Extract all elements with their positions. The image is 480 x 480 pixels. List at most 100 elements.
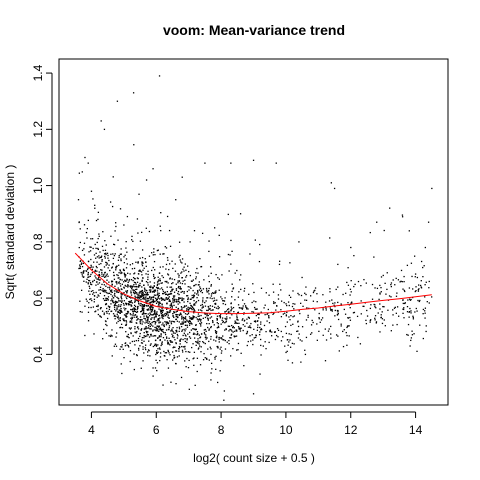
data-point [156, 311, 158, 313]
data-point [128, 301, 130, 303]
data-point [142, 360, 144, 362]
data-point [86, 278, 88, 280]
data-point [139, 322, 142, 325]
data-point [105, 299, 107, 301]
data-point [146, 321, 148, 324]
data-point [285, 303, 287, 305]
data-point [252, 339, 254, 341]
data-point [111, 266, 114, 268]
data-point [189, 298, 192, 300]
data-point [129, 328, 132, 330]
data-point [422, 313, 424, 315]
data-point [348, 335, 350, 337]
data-point [97, 278, 99, 280]
data-point [183, 292, 185, 294]
data-point [132, 335, 134, 337]
data-point [116, 308, 118, 311]
data-point [105, 252, 107, 254]
data-point [424, 310, 426, 312]
data-point [141, 295, 144, 297]
data-point [236, 322, 238, 325]
data-point [136, 316, 138, 318]
data-point [178, 330, 180, 333]
y-axis: 0.40.60.81.01.21.4 [31, 64, 53, 363]
data-point [145, 265, 147, 268]
data-point [232, 306, 235, 309]
data-point [269, 330, 271, 333]
data-point [195, 316, 197, 319]
data-point [297, 292, 299, 295]
data-point [424, 307, 427, 309]
data-point [310, 324, 313, 326]
data-point [395, 295, 398, 297]
data-point [390, 283, 392, 286]
data-point [174, 346, 176, 348]
data-point [134, 286, 136, 288]
data-point [115, 310, 117, 312]
data-point [148, 297, 150, 300]
data-point [219, 370, 221, 372]
data-point [284, 312, 286, 314]
data-point [146, 333, 149, 336]
data-point [123, 291, 125, 294]
data-point [152, 273, 155, 276]
data-point [181, 349, 184, 351]
data-point [325, 339, 328, 341]
data-point [150, 285, 152, 287]
data-point [140, 329, 142, 331]
data-point [255, 334, 257, 337]
data-point [161, 343, 163, 346]
data-point [162, 328, 164, 331]
data-point [122, 348, 124, 351]
data-point [191, 297, 193, 299]
data-point [158, 304, 160, 306]
data-point [152, 306, 154, 309]
data-point [160, 312, 162, 315]
data-point [191, 346, 193, 349]
data-point [133, 281, 136, 284]
data-point [206, 309, 208, 312]
data-point [145, 348, 147, 351]
data-point [145, 294, 147, 296]
data-point [181, 298, 183, 300]
data-point [159, 302, 161, 305]
data-point [186, 308, 188, 310]
data-point [178, 276, 180, 278]
data-point [231, 250, 233, 252]
data-point [183, 301, 185, 303]
data-point [170, 303, 172, 306]
data-point [171, 336, 174, 338]
data-point [215, 336, 218, 339]
data-point [125, 314, 127, 316]
data-point [151, 310, 153, 312]
data-point [187, 333, 189, 335]
data-point [177, 303, 179, 305]
data-point [192, 318, 194, 320]
data-point [208, 240, 210, 242]
data-point [108, 313, 110, 315]
data-point [156, 328, 158, 330]
data-point [88, 280, 91, 282]
data-point [380, 316, 382, 318]
data-point [142, 309, 144, 311]
data-point [181, 307, 183, 309]
data-point [79, 267, 81, 270]
data-point [110, 291, 112, 293]
data-point [131, 319, 133, 321]
data-point [167, 307, 169, 309]
data-point [189, 351, 191, 353]
data-point [92, 266, 94, 268]
data-point [104, 303, 107, 306]
data-point [216, 327, 219, 329]
data-point [260, 321, 262, 323]
data-point [255, 314, 258, 317]
data-point [190, 322, 192, 325]
data-point [83, 254, 86, 256]
data-point [98, 274, 100, 276]
data-point [418, 300, 420, 303]
data-point [161, 342, 163, 344]
data-point [136, 288, 138, 290]
data-point [144, 313, 146, 315]
data-point [92, 290, 94, 292]
data-point [172, 282, 174, 284]
